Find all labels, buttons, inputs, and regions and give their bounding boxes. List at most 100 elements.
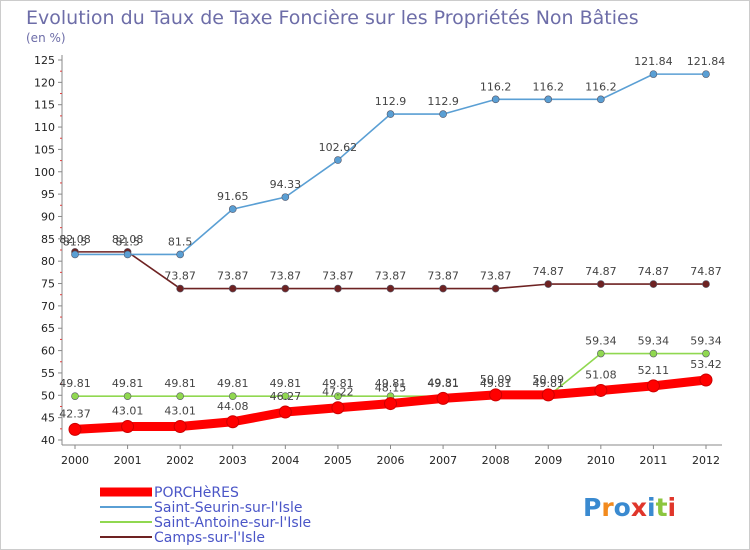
data-point (228, 284, 237, 293)
data-point (176, 392, 184, 400)
data-label: 51.08 (585, 368, 617, 381)
data-point (597, 95, 605, 104)
data-label: 121.84 (634, 55, 673, 68)
y-tick-label: 120 (34, 76, 55, 89)
data-point (226, 415, 240, 429)
data-label: 73.87 (480, 270, 512, 283)
y-tick-label: 80 (41, 255, 55, 268)
y-tick-label: 100 (34, 166, 55, 179)
x-tick-label: 2003 (219, 454, 247, 467)
y-tick-label: 65 (41, 322, 55, 335)
axes: 40 45 50 55 60 65 70 75 80 85 90 95 100 105 110 115 120 1… (34, 54, 722, 467)
data-label: 121.84 (687, 55, 726, 68)
y-tick-label: 90 (41, 210, 55, 223)
x-tick-label: 2007 (429, 454, 457, 467)
data-label: 74.87 (533, 265, 565, 278)
x-tick-label: 2002 (166, 454, 194, 467)
logo-letter: r (601, 493, 614, 522)
y-tick-label: 110 (34, 121, 55, 134)
data-point (436, 391, 450, 405)
data-point (702, 349, 710, 358)
logo-letter: P (583, 493, 601, 522)
data-point (491, 95, 500, 104)
y-tick-label: 55 (41, 367, 55, 380)
logo-letter: x (631, 493, 647, 522)
data-point (176, 284, 184, 293)
x-tick-label: 2010 (587, 454, 615, 467)
y-tick-label: 50 (41, 389, 55, 402)
data-label: 49.81 (480, 377, 512, 390)
data-point (121, 420, 135, 434)
x-tick-label: 2004 (271, 454, 299, 467)
data-label: 43.01 (164, 405, 196, 418)
x-tick-label: 2001 (114, 454, 142, 467)
data-label: 102.62 (319, 141, 358, 154)
series-0 (68, 373, 713, 436)
data-label: 49.81 (217, 377, 249, 390)
data-label: 116.2 (585, 80, 617, 93)
data-label: 50.09 (480, 373, 512, 386)
data-point (489, 388, 503, 402)
logo-text: Proxiti (583, 493, 676, 522)
logo-letter: o (614, 493, 631, 522)
data-point (544, 95, 553, 104)
data-label: 73.87 (217, 270, 249, 283)
data-label: 43.01 (112, 405, 144, 418)
data-label: 49.81 (59, 377, 91, 390)
data-point (228, 392, 237, 400)
data-point (123, 250, 132, 259)
data-labels: 82.08 82.08 73.87 73.87 73.87 73.87 73.87 73.87… (59, 55, 725, 420)
data-point (334, 392, 342, 400)
data-label: 112.9 (427, 95, 459, 108)
data-point (597, 349, 605, 358)
legend-label: PORCHèRES (154, 485, 239, 501)
data-point (541, 388, 555, 402)
data-point (439, 284, 447, 293)
data-label: 53.42 (690, 358, 722, 371)
data-label: 74.87 (585, 265, 617, 278)
y-tick-label: 105 (34, 143, 55, 156)
series-layer (68, 70, 713, 436)
data-point (439, 110, 447, 118)
y-tick-label: 75 (41, 278, 55, 291)
x-tick-label: 2006 (377, 454, 405, 467)
data-point (278, 405, 292, 419)
data-label: 49.81 (427, 377, 459, 390)
data-label: 91.65 (217, 190, 249, 203)
data-point (176, 250, 184, 259)
data-point (281, 284, 290, 293)
x-tick-label: 2012 (692, 454, 720, 467)
data-label: 49.81 (322, 377, 354, 390)
data-label: 112.9 (375, 95, 407, 108)
data-label: 74.87 (690, 265, 722, 278)
legend-label: Saint-Antoine-sur-l'Isle (154, 515, 311, 531)
data-point (702, 70, 710, 78)
data-point (334, 156, 342, 164)
data-label: 73.87 (270, 270, 302, 283)
data-point (386, 110, 395, 118)
y-tick-label: 45 (41, 412, 55, 425)
data-point (702, 280, 710, 288)
data-label: 48.15 (375, 382, 407, 395)
y-tick-label: 115 (34, 99, 55, 112)
data-point (594, 383, 608, 397)
x-tick-label: 2009 (534, 454, 562, 467)
data-point (649, 280, 658, 288)
data-label: 49.81 (112, 377, 144, 390)
data-point (71, 392, 79, 400)
data-label: 50.09 (533, 373, 565, 386)
data-point (281, 392, 290, 400)
data-point (544, 280, 553, 288)
data-label: 73.87 (164, 270, 196, 283)
data-point (491, 284, 500, 293)
data-label: 47.22 (322, 386, 354, 399)
data-point (334, 284, 342, 293)
chart-title: Evolution du Taux de Taxe Foncière sur l… (26, 7, 639, 29)
y-tick-label: 85 (41, 233, 55, 246)
data-label: 42.37 (59, 407, 91, 420)
data-point (386, 284, 395, 293)
data-label: 52.11 (638, 364, 670, 377)
